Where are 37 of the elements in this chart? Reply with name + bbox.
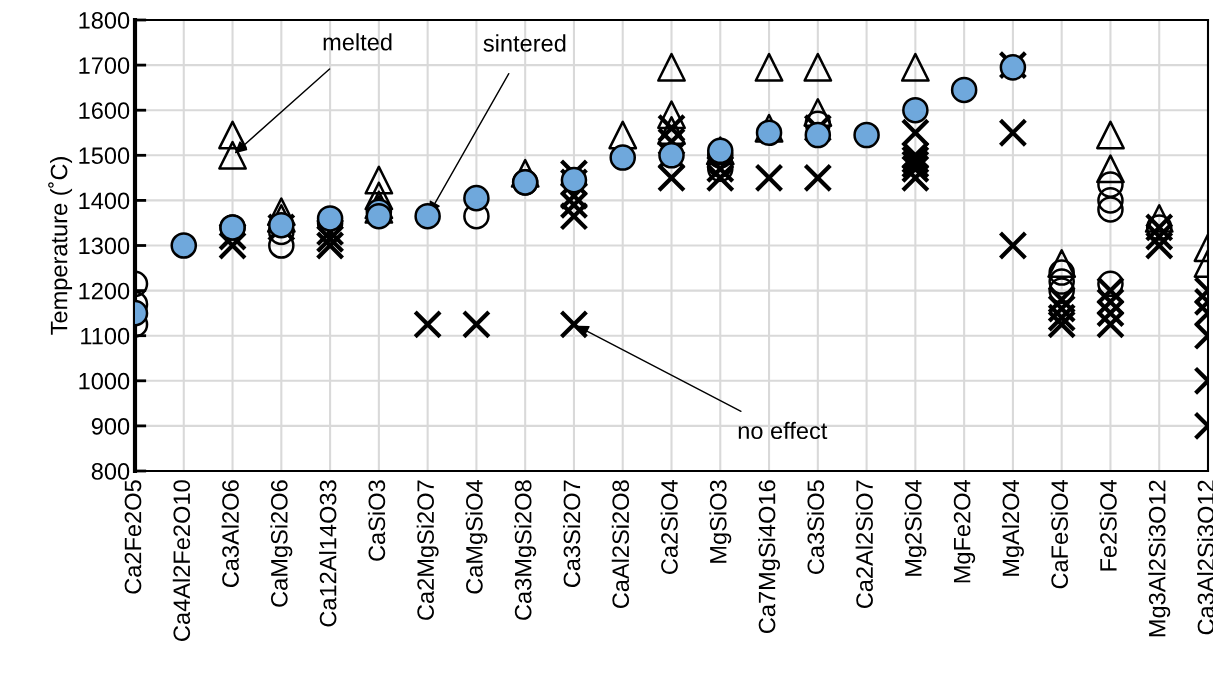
x-tick-label: Ca3Si2O7	[562, 480, 581, 588]
x-tick-label: MgSiO3	[709, 480, 732, 563]
y-tick-label: 1600	[79, 102, 130, 119]
x-tick-label: Ca2MgSi2O7	[416, 480, 439, 620]
x-tick-label: Ca3Al2O6	[221, 480, 239, 588]
x-tick-label: CaAl2Si2O8	[611, 480, 630, 609]
y-tick-label: 900	[91, 417, 130, 435]
x-tick-label: Mg2SiO4	[904, 480, 927, 576]
x-tick-label: Ca2Al2SiO7	[855, 480, 873, 609]
x-tick-label: Ca3MgSi2O8	[514, 480, 537, 620]
x-tick-label: Fe2SiO4	[1099, 480, 1117, 571]
x-tick-label: Ca2SiO4	[660, 480, 678, 574]
x-tick-label: MgAl2O4	[1001, 480, 1024, 576]
x-tick-label: MgFe2O4	[953, 480, 976, 583]
y-tick-label: 1500	[79, 147, 130, 165]
x-tick-label: CaMgSiO4	[465, 480, 488, 594]
x-tick-label: Ca2Fe2O5	[124, 480, 142, 594]
y-tick-label: 1200	[79, 282, 130, 300]
x-tick-label: Ca3SiO5	[806, 480, 825, 574]
y-tick-label: 800	[91, 463, 130, 480]
x-tick-label: CaFeSiO4	[1050, 480, 1069, 589]
y-axis-title: Temperature (˚C)	[48, 157, 73, 335]
annotation: sintered	[483, 34, 566, 52]
y-tick-label: 1700	[79, 57, 130, 74]
x-tick-label: CaMgSi2O6	[270, 480, 293, 607]
annotation: melted	[323, 33, 392, 51]
y-tick-label: 1100	[81, 327, 130, 345]
x-tick-label: CaSiO3	[367, 480, 386, 561]
x-tick-label: Ca7MgSi4O16	[758, 480, 781, 633]
annotation: no effect	[738, 421, 828, 440]
y-tick-label: 1400	[79, 192, 130, 210]
y-tick-label: 1300	[79, 237, 130, 255]
x-tick-label: Ca4Al2Fe2O10	[172, 480, 191, 641]
x-tick-label: Ca12Al14O33	[319, 480, 337, 627]
y-tick-label: 1800	[79, 12, 130, 29]
x-tick-label: Mg3Al2Si3O12	[1148, 480, 1171, 637]
y-tick-label: 1000	[79, 372, 130, 390]
